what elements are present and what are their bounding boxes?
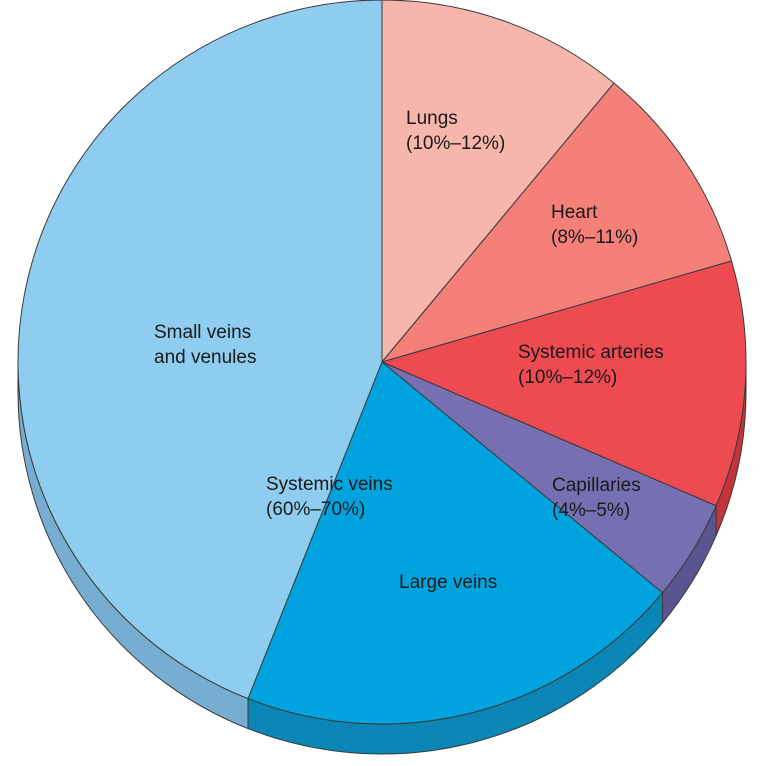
- label-heart-range: (8%–11%): [551, 227, 638, 248]
- pie-slice-large-veins: [247, 361, 663, 725]
- label-capillaries-name: Capillaries: [552, 475, 641, 496]
- label-systemic-arteries-name: Systemic arteries: [518, 342, 664, 363]
- label-capillaries-range: (4%–5%): [552, 500, 630, 521]
- pie-top-layer: [17, 0, 747, 725]
- label-lungs-name: Lungs: [406, 108, 458, 129]
- label-systemic-veins-name: Systemic veins: [266, 474, 393, 495]
- pie-slice-heart: [381, 82, 733, 363]
- label-lungs-range: (10%–12%): [406, 133, 505, 154]
- pie-slice-systemic-arteries: [381, 260, 747, 507]
- pie-side-layer: [17, 361, 747, 755]
- pie-slice-small-veins-and-venules: [17, 0, 383, 700]
- label-small-veins-line2: and venules: [154, 347, 256, 368]
- label-systemic-arteries-range: (10%–12%): [518, 367, 617, 388]
- label-small-veins-line1: Small veins: [154, 322, 251, 343]
- label-large-veins: Large veins: [399, 572, 497, 593]
- label-heart-name: Heart: [551, 202, 598, 223]
- label-systemic-veins-range: (60%–70%): [266, 499, 365, 520]
- labels: Lungs (10%–12%) Heart (8%–11%) Systemic …: [154, 108, 664, 593]
- pie-slice-lungs: [381, 0, 615, 363]
